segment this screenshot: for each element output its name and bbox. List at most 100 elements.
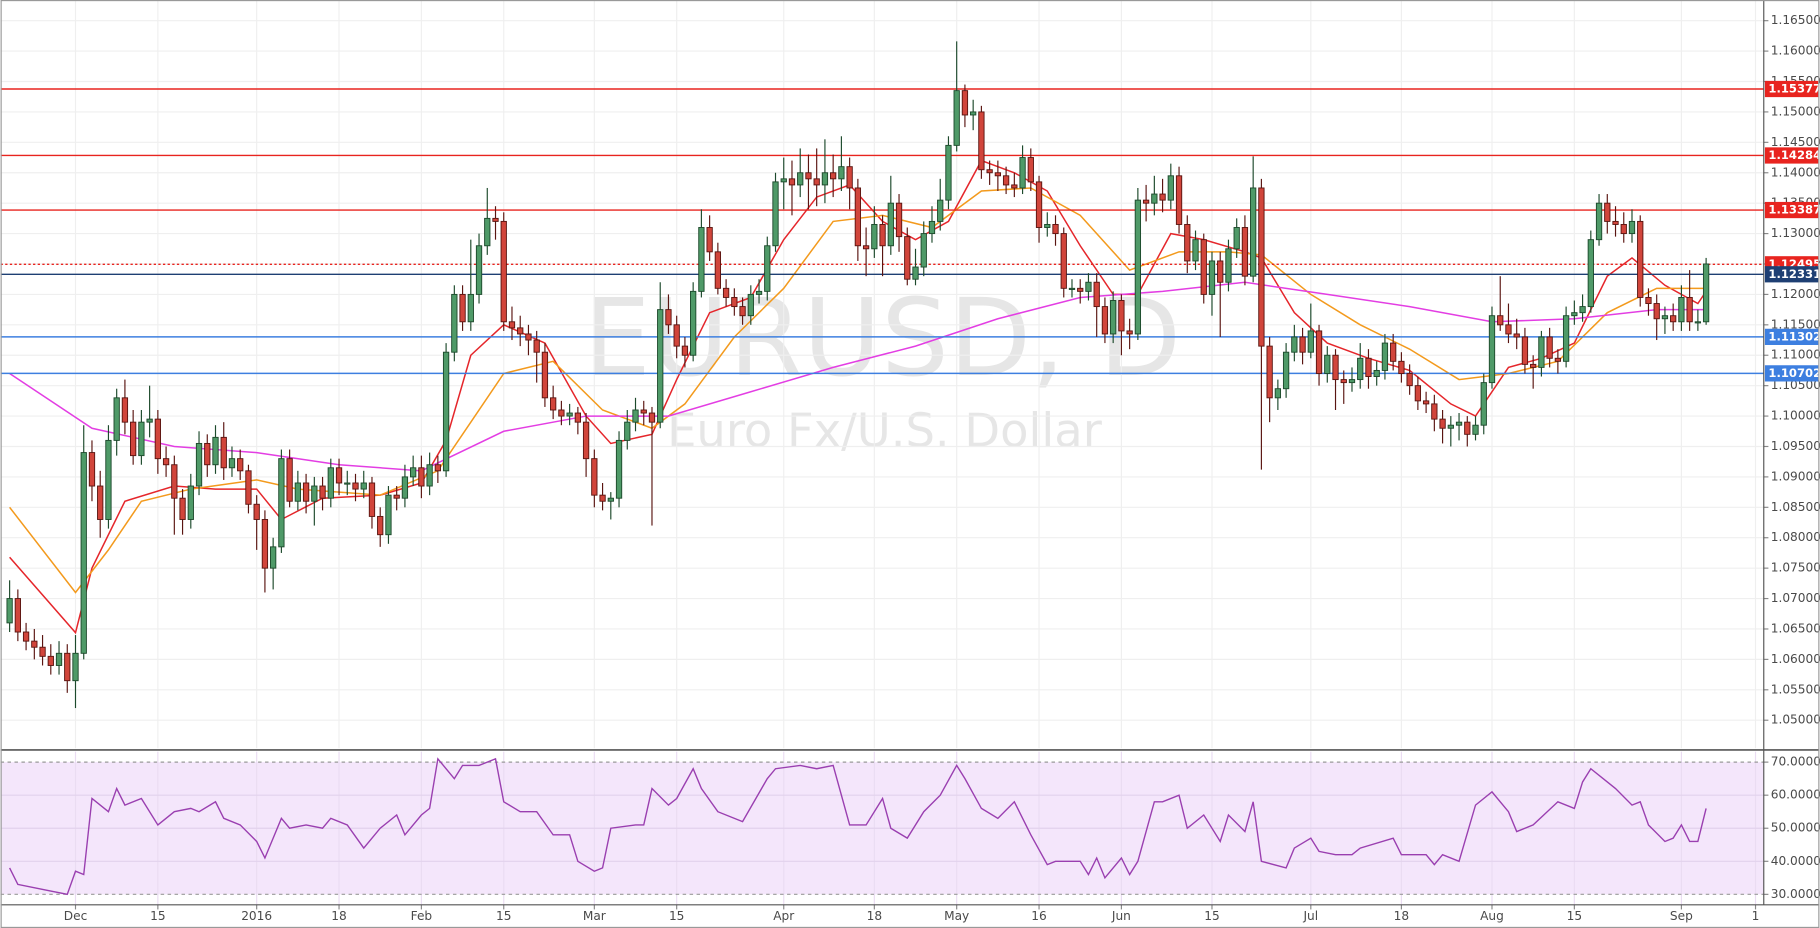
candle-body [47, 655, 54, 666]
candle-body [1497, 315, 1504, 326]
level-label: 1.13387 [1768, 203, 1820, 217]
candle-body [722, 287, 730, 298]
rsi-line [8, 757, 1707, 896]
y-tick-label: 1.09000 [1771, 469, 1820, 483]
candle-body [368, 482, 376, 517]
candle-body [1562, 315, 1570, 362]
candle-body [88, 452, 96, 487]
candle-body [121, 397, 129, 423]
candle-body [1200, 239, 1207, 295]
level-label-box [1764, 147, 1819, 164]
level-label-box [1764, 328, 1819, 345]
candle-body [1159, 193, 1166, 201]
candle-body [1019, 157, 1026, 189]
candle-body [813, 178, 820, 186]
candle-body [39, 646, 46, 657]
candle-body [1315, 330, 1323, 374]
x-tick-label: Feb [411, 909, 433, 923]
candle-body [1011, 184, 1018, 189]
candle-body [72, 652, 79, 682]
candle-body [764, 245, 771, 292]
x-tick-label: 15 [150, 909, 165, 923]
candle-body [1398, 360, 1405, 374]
candle-body [1414, 385, 1422, 402]
y-tick-label: 1.08000 [1771, 530, 1820, 544]
rsi-tick-label: 60.0000 [1771, 788, 1820, 802]
candle-body [410, 467, 417, 478]
x-tick-label: 1 [1752, 909, 1760, 923]
candle-body [887, 202, 894, 247]
candle-body [401, 476, 409, 499]
candle-body [854, 187, 862, 247]
x-tick-label: Mar [583, 909, 606, 923]
candle-body [1390, 342, 1397, 362]
x-tick-label: 16 [1031, 909, 1046, 923]
y-tick-label: 1.12000 [1771, 287, 1820, 301]
candle-body [154, 418, 161, 460]
x-tick-label: Apr [773, 909, 794, 923]
candle-body [1595, 202, 1603, 241]
candle-body [1291, 336, 1298, 353]
candle-body [1233, 227, 1240, 250]
candle-body [566, 412, 573, 417]
candle-body [1530, 363, 1537, 368]
candle-body [1266, 345, 1273, 399]
candle-body [797, 172, 804, 186]
candle-body [1406, 373, 1413, 387]
candle-body [418, 467, 425, 487]
candle-body [286, 458, 293, 502]
x-tick-label: 2016 [241, 909, 272, 923]
candle-body [805, 172, 812, 180]
candle-body [904, 236, 911, 280]
candle-body [780, 178, 787, 183]
candle-body [1044, 223, 1051, 228]
candle-body [187, 485, 194, 520]
candle-body [574, 412, 582, 423]
x-tick-label: Aug [1480, 909, 1504, 923]
candle-body [1052, 223, 1059, 235]
candle-body [895, 202, 903, 238]
candle-body [1348, 379, 1356, 384]
candle-body [558, 409, 565, 417]
candle-body [1670, 315, 1677, 323]
candle-body [1184, 223, 1191, 262]
candle-body [1554, 357, 1562, 362]
y-tick-label: 1.08500 [1771, 500, 1820, 514]
candle-body [541, 351, 549, 399]
candle-body [6, 598, 13, 624]
x-tick-label: 15 [669, 909, 684, 923]
candle-body [1340, 379, 1347, 384]
candle-body [97, 485, 104, 520]
candle-body [533, 339, 540, 353]
y-tick-label: 1.14000 [1771, 165, 1820, 179]
candle-body [22, 631, 30, 642]
candle-body [1365, 357, 1372, 377]
candle-body [171, 464, 178, 499]
candle-body [1282, 351, 1290, 390]
candle-body [393, 494, 400, 499]
candle-body [179, 497, 186, 520]
candle-body [1225, 248, 1232, 283]
level-label-box [1764, 80, 1819, 98]
candle-body [500, 220, 507, 323]
candle-body [912, 266, 919, 280]
candle-body [64, 652, 71, 682]
candle-body [1422, 400, 1430, 405]
level-label: 1.15377 [1768, 81, 1820, 95]
candle-body [55, 652, 63, 666]
candle-body [484, 217, 491, 247]
candle-body [986, 169, 993, 174]
candle-body [928, 220, 936, 235]
y-tick-label: 1.06500 [1771, 621, 1820, 635]
candle-body [1175, 175, 1183, 225]
moving-average [9, 159, 1707, 635]
candle-body [1678, 296, 1685, 323]
watermark-symbol: EURUSD, D [583, 277, 1181, 401]
candle-body [385, 494, 392, 536]
x-tick-label: 18 [867, 909, 882, 923]
candle-body [953, 90, 960, 146]
candle-body [261, 519, 269, 569]
candle-body [945, 144, 952, 201]
candle-body [327, 467, 334, 499]
candle-body [994, 172, 1002, 177]
